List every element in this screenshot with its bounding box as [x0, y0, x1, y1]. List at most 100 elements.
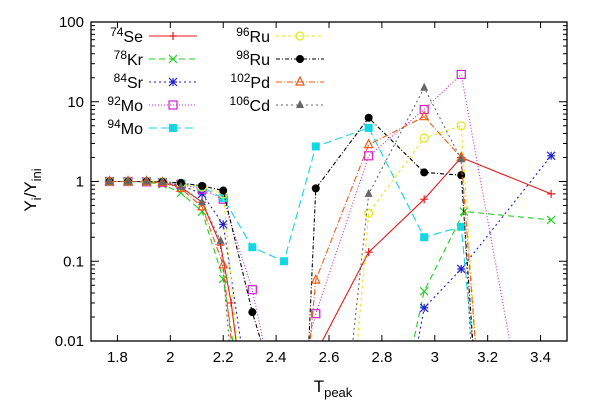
y-tick-label: 1	[76, 174, 84, 191]
legend-label: 96Ru	[236, 25, 270, 46]
x-tick-label: 2.8	[371, 349, 392, 366]
y-axis-label: Yi/Yini	[21, 168, 44, 211]
data-point	[280, 257, 289, 266]
legend-label: 74Se	[110, 25, 143, 46]
data-point	[364, 113, 373, 122]
legend-marker	[296, 55, 304, 63]
x-axis-label-main: T	[314, 377, 324, 396]
series-106-cd	[105, 82, 472, 341]
data-point	[311, 184, 320, 193]
legend-label: 78Kr	[114, 48, 144, 69]
data-point	[547, 189, 556, 198]
legend-element: Ru	[250, 29, 270, 46]
y-axis-label-main: Y	[21, 200, 40, 211]
legend-marker	[168, 100, 178, 110]
legend-marker	[296, 100, 304, 108]
series-96-ru	[104, 121, 477, 341]
data-point	[420, 168, 429, 177]
legend-marker	[168, 77, 178, 87]
series-line	[109, 116, 476, 341]
legend-item-84-sr: 84Sr	[114, 71, 197, 92]
data-point	[364, 248, 373, 257]
series-94-mo	[105, 123, 473, 341]
data-point	[158, 177, 167, 186]
data-point	[419, 303, 429, 313]
legend-item-96-ru: 96Ru	[236, 25, 324, 46]
data-point	[363, 138, 374, 149]
y-axis-label-mid: /Y	[21, 181, 40, 197]
x-tick-label: 3.4	[530, 349, 551, 366]
data-point	[457, 222, 466, 231]
y-axis-label-sub1: i	[29, 197, 44, 200]
legend-item-102-pd: 102Pd	[230, 71, 324, 92]
legend-mass-number: 96	[236, 25, 250, 39]
legend-element: Mo	[121, 121, 143, 138]
y-tick-label: 0.1	[63, 253, 84, 270]
series-line	[109, 125, 477, 341]
data-point	[248, 243, 257, 252]
legend-label: 94Mo	[107, 117, 143, 138]
data-point	[216, 235, 225, 244]
data-point	[420, 82, 429, 91]
data-point	[218, 258, 229, 269]
data-point	[419, 110, 430, 121]
x-tick-label: 2.4	[266, 349, 287, 366]
data-point	[227, 298, 236, 307]
series-line	[109, 127, 473, 341]
data-point	[457, 171, 466, 180]
legend-mass-number: 74	[110, 25, 124, 39]
data-point	[218, 219, 228, 229]
legend-label: 102Pd	[230, 71, 270, 92]
legend-element: Pd	[250, 75, 270, 92]
legend-mass-number: 98	[236, 48, 250, 62]
data-point	[364, 123, 373, 132]
legend-marker	[169, 124, 177, 132]
legend-mass-number: 94	[107, 117, 121, 131]
legend-item-94-mo: 94Mo	[107, 117, 197, 138]
data-point	[420, 195, 429, 204]
y-axis-label-sub2: ini	[29, 168, 44, 181]
legend-element: Se	[123, 29, 143, 46]
legend-item-78-kr: 78Kr	[114, 48, 197, 69]
legend-mass-number: 84	[114, 71, 128, 85]
legend-mass-number: 78	[114, 48, 128, 62]
data-point	[364, 208, 374, 218]
data-point	[248, 308, 257, 317]
x-axis-label: Tpeak	[314, 377, 353, 400]
y-tick-label: 10	[67, 94, 84, 111]
legend-marker	[295, 75, 305, 86]
data-point	[310, 273, 321, 284]
data-point	[364, 188, 373, 197]
x-tick-label: 2.6	[319, 349, 340, 366]
x-axis-label-sub: peak	[324, 385, 353, 400]
data-point	[219, 186, 228, 195]
data-point	[311, 142, 320, 151]
legend-mass-number: 92	[107, 94, 121, 108]
legend-element: Mo	[121, 98, 143, 115]
data-point	[105, 176, 114, 185]
y-tick-label: 100	[59, 14, 84, 31]
tick-layer: 1.8 2 2.2 2.4 2.6 2.8 3 3.2 3.4 0.01 0.1 1 10 100	[55, 14, 567, 366]
legend-marker	[295, 31, 305, 41]
series-line	[109, 180, 552, 341]
data-point	[176, 188, 186, 198]
legend-element: Ru	[250, 52, 270, 69]
legend-label: 84Sr	[114, 71, 144, 92]
data-point	[142, 176, 151, 185]
data-point	[419, 133, 429, 143]
series-line	[109, 155, 552, 341]
x-tick-label: 3.2	[477, 349, 498, 366]
data-point	[124, 176, 133, 185]
series-layer	[104, 69, 556, 341]
x-tick-label: 2	[166, 349, 174, 366]
series-line	[109, 116, 474, 341]
legend-item-106-cd: 106Cd	[230, 94, 324, 115]
legend-element: Sr	[127, 75, 144, 92]
legend-label: 98Ru	[236, 48, 270, 69]
data-point	[457, 154, 466, 163]
data-point	[456, 264, 466, 274]
data-point	[546, 215, 556, 225]
legend-element: Cd	[250, 98, 270, 115]
